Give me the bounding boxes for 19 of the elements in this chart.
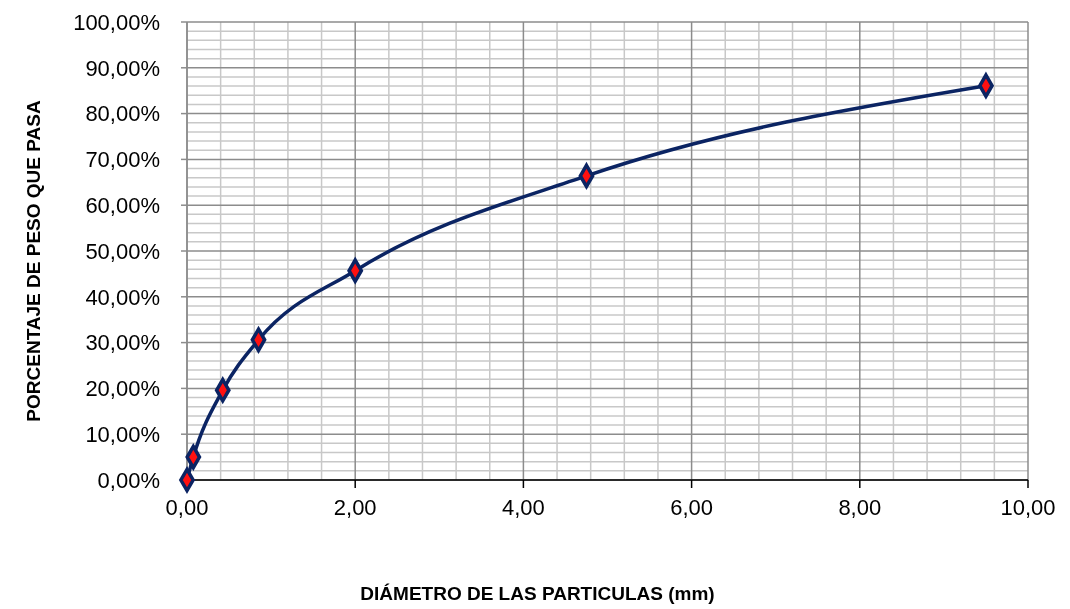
x-tick-label: 8,00 xyxy=(838,495,882,520)
y-tick-label: 30,00% xyxy=(85,330,160,356)
y-tick-label: 10,00% xyxy=(85,421,160,447)
y-tick-label: 40,00% xyxy=(85,284,160,310)
x-tick-label: 4,00 xyxy=(501,495,545,520)
y-tick-label: 60,00% xyxy=(85,192,160,218)
y-axis-title: PORCENTAJE DE PESO QUE PASA xyxy=(23,100,44,422)
y-tick-label: 50,00% xyxy=(85,238,160,264)
y-tick-label: 70,00% xyxy=(85,147,160,173)
y-tick-label: 100,00% xyxy=(73,9,160,35)
y-tick-label: 90,00% xyxy=(85,55,160,81)
y-tick-label: 80,00% xyxy=(85,101,160,127)
x-tick-label: 6,00 xyxy=(670,495,714,520)
x-tick-label: 0,00 xyxy=(165,495,209,520)
x-tick-label: 2,00 xyxy=(333,495,377,520)
x-axis-title: DIÁMETRO DE LAS PARTICULAS (mm) xyxy=(360,583,715,604)
x-tick-label: 10,00 xyxy=(1000,495,1056,520)
y-tick-label: 20,00% xyxy=(85,376,160,402)
y-tick-label: 0,00% xyxy=(97,467,160,493)
